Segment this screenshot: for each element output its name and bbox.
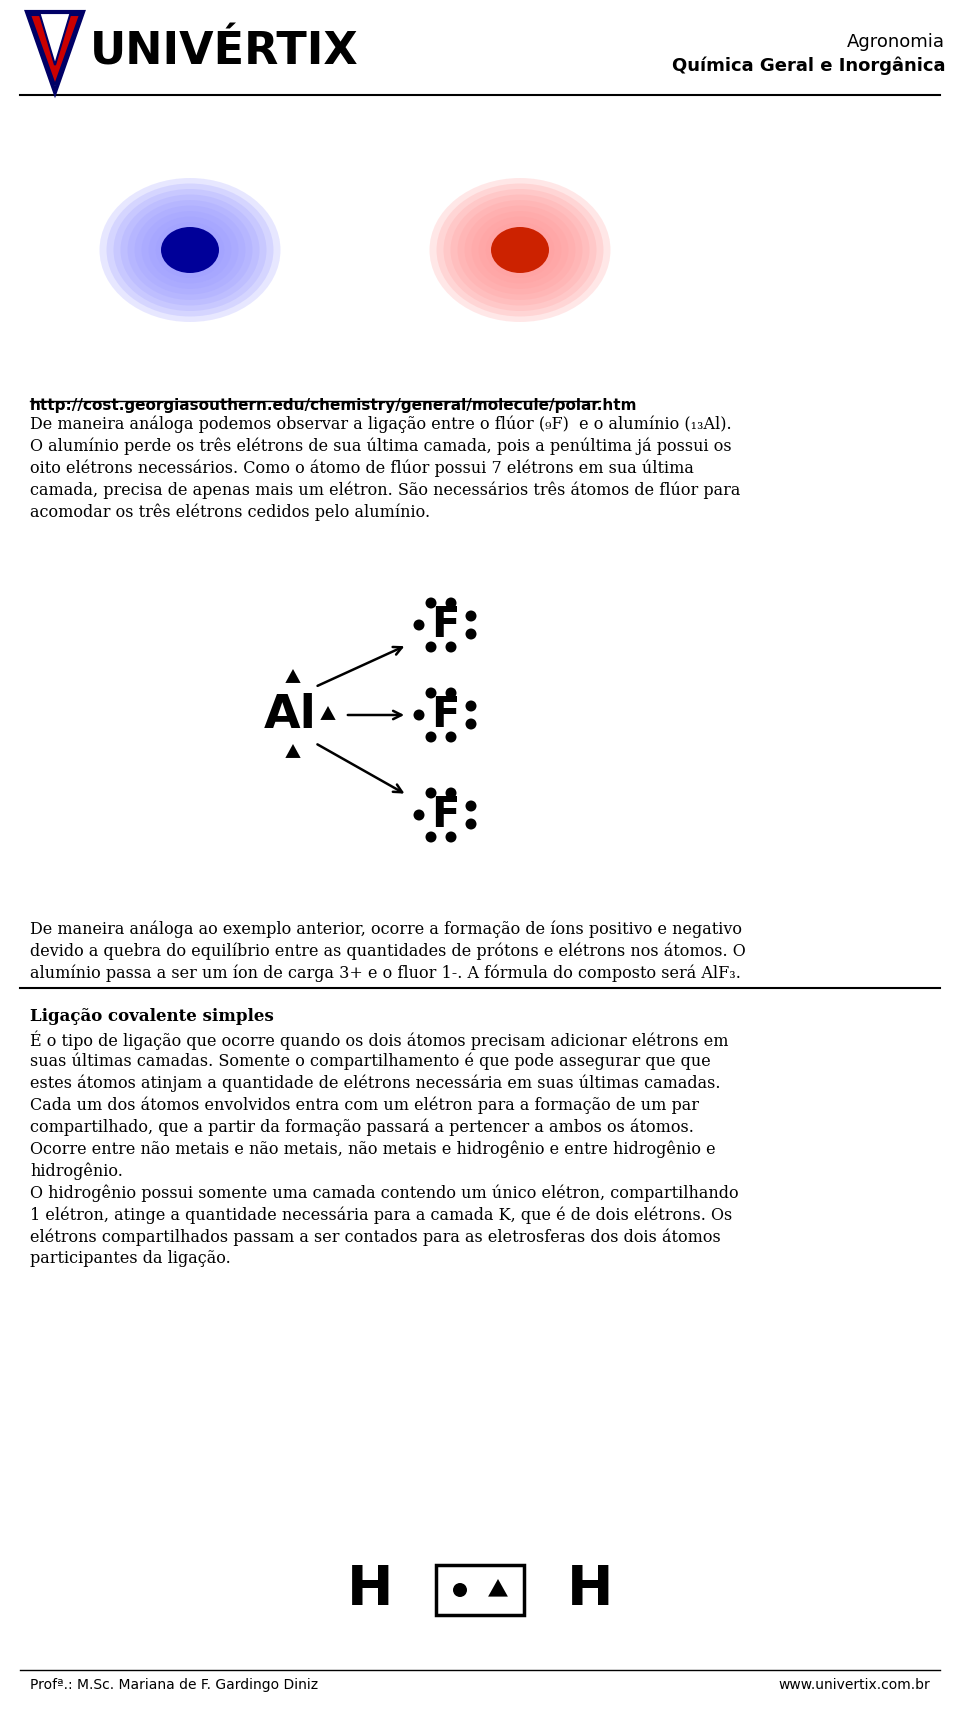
- Circle shape: [425, 832, 437, 842]
- Text: É o tipo de ligação que ocorre quando os dois átomos precisam adicionar elétrons: É o tipo de ligação que ocorre quando os…: [30, 1031, 729, 1049]
- Text: http://cost.georgiasouthern.edu/chemistry/general/molecule/polar.htm: http://cost.georgiasouthern.edu/chemistr…: [30, 397, 637, 413]
- Polygon shape: [285, 745, 300, 758]
- Ellipse shape: [478, 216, 562, 284]
- Polygon shape: [285, 669, 300, 683]
- Text: alumínio passa a ser um íon de carga 3+ e o fluor 1-. A fórmula do composto será: alumínio passa a ser um íon de carga 3+ …: [30, 964, 741, 981]
- Circle shape: [425, 597, 437, 608]
- Text: participantes da ligação.: participantes da ligação.: [30, 1250, 230, 1267]
- Ellipse shape: [156, 223, 225, 277]
- Text: devido a quebra do equilíbrio entre as quantidades de prótons e elétrons nos áto: devido a quebra do equilíbrio entre as q…: [30, 942, 746, 959]
- Ellipse shape: [444, 188, 596, 312]
- Ellipse shape: [113, 188, 267, 312]
- Circle shape: [425, 731, 437, 743]
- Ellipse shape: [100, 178, 280, 322]
- Text: O hidrogênio possui somente uma camada contendo um único elétron, compartilhando: O hidrogênio possui somente uma camada c…: [30, 1185, 738, 1202]
- Text: F: F: [431, 794, 459, 835]
- Ellipse shape: [450, 195, 589, 305]
- Text: F: F: [431, 693, 459, 736]
- Circle shape: [414, 709, 424, 721]
- Circle shape: [466, 628, 476, 640]
- Ellipse shape: [128, 200, 252, 300]
- Circle shape: [414, 620, 424, 630]
- Polygon shape: [488, 1578, 508, 1597]
- Text: De maneira análoga ao exemplo anterior, ocorre a formação de íons positivo e neg: De maneira análoga ao exemplo anterior, …: [30, 919, 742, 938]
- Text: Ocorre entre não metais e não metais, não metais e hidrogênio e entre hidrogênio: Ocorre entre não metais e não metais, nã…: [30, 1140, 715, 1157]
- Ellipse shape: [486, 223, 555, 277]
- Ellipse shape: [437, 183, 604, 317]
- Ellipse shape: [458, 200, 583, 300]
- Circle shape: [466, 801, 476, 811]
- Circle shape: [466, 611, 476, 621]
- Circle shape: [445, 688, 457, 698]
- Text: H: H: [566, 1563, 613, 1618]
- Text: Agronomia: Agronomia: [847, 33, 945, 51]
- Circle shape: [445, 642, 457, 652]
- Circle shape: [466, 719, 476, 729]
- Ellipse shape: [465, 205, 575, 294]
- Text: acomodar os três elétrons cedidos pelo alumínio.: acomodar os três elétrons cedidos pelo a…: [30, 503, 430, 520]
- Text: oito elétrons necessários. Como o átomo de flúor possui 7 elétrons em sua última: oito elétrons necessários. Como o átomo …: [30, 459, 694, 476]
- Text: Cada um dos átomos envolvidos entra com um elétron para a formação de um par: Cada um dos átomos envolvidos entra com …: [30, 1096, 699, 1113]
- Text: H: H: [347, 1563, 394, 1618]
- Text: suas últimas camadas. Somente o compartilhamento é que pode assegurar que que: suas últimas camadas. Somente o comparti…: [30, 1051, 710, 1070]
- Text: 1 elétron, atinge a quantidade necessária para a camada K, que é de dois elétron: 1 elétron, atinge a quantidade necessári…: [30, 1205, 732, 1224]
- Text: compartilhado, que a partir da formação passará a pertencer a ambos os átomos.: compartilhado, que a partir da formação …: [30, 1118, 694, 1135]
- Text: elétrons compartilhados passam a ser contados para as eletrosferas dos dois átom: elétrons compartilhados passam a ser con…: [30, 1228, 721, 1246]
- Ellipse shape: [471, 211, 568, 289]
- Text: hidrogênio.: hidrogênio.: [30, 1162, 123, 1180]
- Text: www.univertix.com.br: www.univertix.com.br: [779, 1678, 930, 1691]
- Polygon shape: [30, 15, 80, 86]
- Ellipse shape: [149, 216, 231, 284]
- Ellipse shape: [141, 211, 238, 289]
- Text: De maneira análoga podemos observar a ligação entre o flúor (₉F)  e o alumínio (: De maneira análoga podemos observar a li…: [30, 414, 732, 433]
- Polygon shape: [321, 705, 336, 721]
- Text: camada, precisa de apenas mais um elétron. São necessários três átomos de flúor : camada, precisa de apenas mais um elétro…: [30, 481, 740, 498]
- Text: estes átomos atinjam a quantidade de elétrons necessária em suas últimas camadas: estes átomos atinjam a quantidade de elé…: [30, 1073, 721, 1092]
- Text: Química Geral e Inorgânica: Química Geral e Inorgânica: [671, 56, 945, 75]
- Circle shape: [414, 810, 424, 820]
- Ellipse shape: [107, 183, 274, 317]
- Circle shape: [466, 818, 476, 830]
- Text: UNIVÉRTIX: UNIVÉRTIX: [90, 31, 359, 74]
- Ellipse shape: [134, 205, 246, 294]
- Ellipse shape: [491, 228, 549, 272]
- Circle shape: [425, 788, 437, 798]
- Text: Al: Al: [264, 692, 317, 738]
- Circle shape: [425, 642, 437, 652]
- Ellipse shape: [161, 228, 219, 272]
- Circle shape: [453, 1584, 467, 1597]
- Text: Profª.: M.Sc. Mariana de F. Gardingo Diniz: Profª.: M.Sc. Mariana de F. Gardingo Din…: [30, 1678, 318, 1691]
- Text: O alumínio perde os três elétrons de sua última camada, pois a penúltima já poss: O alumínio perde os três elétrons de sua…: [30, 437, 732, 454]
- Circle shape: [445, 731, 457, 743]
- Ellipse shape: [121, 195, 259, 305]
- Circle shape: [445, 597, 457, 608]
- Ellipse shape: [429, 178, 611, 322]
- Text: Ligação covalente simples: Ligação covalente simples: [30, 1008, 274, 1025]
- Circle shape: [466, 700, 476, 712]
- Text: F: F: [431, 604, 459, 645]
- Circle shape: [445, 788, 457, 798]
- Circle shape: [445, 832, 457, 842]
- Circle shape: [425, 688, 437, 698]
